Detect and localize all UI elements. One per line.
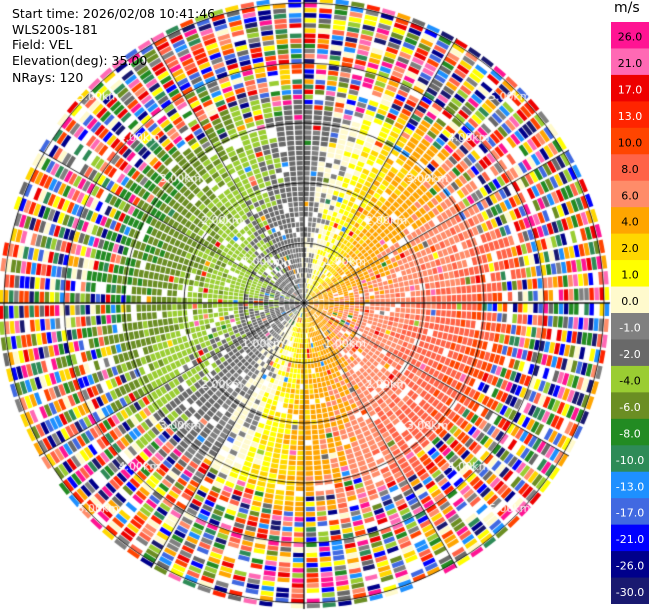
colorbar-swatch [611, 418, 649, 446]
colorbar-swatch [611, 260, 649, 288]
colorbar-tick-label: 4.0 [621, 216, 639, 229]
colorbar-swatch [611, 339, 649, 367]
colorbar-tick-label: 17.0 [618, 83, 643, 96]
colorbar-swatch [611, 48, 649, 76]
colorbar-tick-label: 21.0 [618, 57, 643, 70]
colorbar-tick-label: -13.0 [616, 480, 644, 493]
colorbar-swatch [611, 365, 649, 393]
colorbar-swatch [611, 74, 649, 102]
colorbar-tick-label: -2.0 [619, 348, 640, 361]
colorbar-tick-label: 2.0 [621, 242, 639, 255]
instrument-label: WLS200s-181 [12, 22, 98, 37]
colorbar-swatch [611, 313, 649, 340]
colorbar-swatch [611, 392, 649, 420]
colorbar-tick-label: -30.0 [616, 586, 644, 599]
colorbar-swatch [611, 471, 649, 499]
colorbar-swatch [611, 180, 649, 208]
colorbar-swatch [611, 127, 649, 155]
colorbar-swatch [611, 233, 649, 261]
colorbar-tick-label: 26.0 [618, 31, 643, 44]
colorbar-tick-label: -4.0 [619, 374, 640, 387]
colorbar-swatch [611, 154, 649, 182]
start-time-label: Start time: 2026/02/08 10:41:46 [12, 6, 216, 21]
colorbar-tick-label: 13.0 [618, 110, 643, 123]
colorbar-tick-label: -26.0 [616, 560, 644, 573]
colorbar-tick-label: 8.0 [621, 163, 639, 176]
colorbar-tick-label: -6.0 [619, 401, 640, 414]
colorbar-tick-label: -21.0 [616, 533, 644, 546]
colorbar-tick-label: -17.0 [616, 507, 644, 520]
colorbar-swatch [611, 577, 649, 604]
colorbar-tick-label: -1.0 [619, 322, 640, 335]
colorbar-swatch [611, 207, 649, 235]
colorbar-tick-label: -10.0 [616, 454, 644, 467]
colorbar-swatch [611, 551, 649, 579]
elevation-label: Elevation(deg): 35.00 [12, 53, 148, 68]
colorbar-tick-label: -8.0 [619, 427, 640, 440]
colorbar-swatch [611, 445, 649, 473]
field-label: Field: VEL [12, 37, 73, 52]
colorbar: 26.0 21.0 17.0 13.0 10.0 8.0 6.0 4.0 2.0 1.0 0.0 -1… [611, 22, 649, 604]
colorbar-unit: m/s [614, 0, 640, 16]
colorbar-tick-label: 1.0 [621, 269, 639, 282]
colorbar-swatch [611, 22, 649, 49]
colorbar-tick-label: 6.0 [621, 189, 639, 202]
colorbar-swatch [611, 498, 649, 526]
colorbar-tick-label: 0.0 [621, 295, 639, 308]
colorbar-swatch [611, 101, 649, 129]
colorbar-tick-label: 10.0 [618, 136, 643, 149]
nrays-label: NRays: 120 [12, 70, 84, 85]
colorbar-swatch [611, 524, 649, 552]
colorbar-swatch [611, 286, 649, 314]
